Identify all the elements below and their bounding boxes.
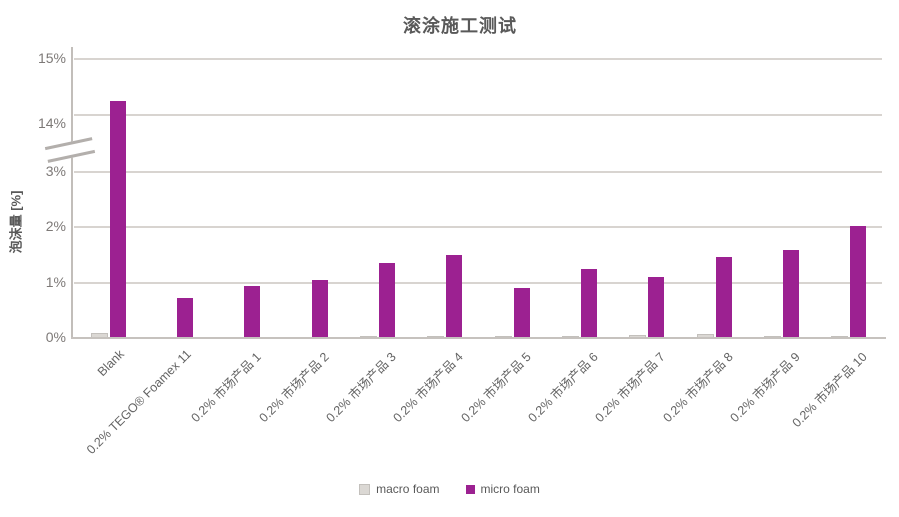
y-tick-label-2%: 2%: [45, 218, 66, 235]
bar-macro-foam: [90, 333, 108, 339]
bar-micro-foam: [581, 268, 597, 338]
y-tick-label-3%: 3%: [45, 163, 66, 180]
gridline-1%: [74, 281, 882, 284]
bar-micro-foam: [379, 263, 395, 338]
x-axis-line: [71, 337, 886, 339]
bar-macro-foam: [696, 334, 714, 339]
bar-micro-foam: [648, 277, 665, 338]
bar-micro-foam: [177, 298, 193, 338]
bar-micro-foam: [244, 285, 261, 338]
bar-micro-foam: [850, 225, 867, 338]
gridline-15%: [74, 58, 882, 60]
legend-label-micro-foam: micro foam: [480, 482, 540, 496]
legend-item-macro-foam: macro foam: [359, 482, 440, 496]
chart-title: 滚涂施工测试: [403, 16, 517, 36]
gridline-14%: [74, 114, 882, 116]
bar-micro-foam: [513, 288, 530, 338]
legend: macro foam micro foam: [0, 482, 899, 496]
bar-micro-foam: [311, 279, 328, 338]
y-tick-label-1%: 1%: [45, 273, 66, 290]
y-tick-label-0%: 0%: [45, 329, 66, 345]
bar-micro-foam: [783, 249, 799, 338]
gridline-2%: [74, 226, 882, 229]
axis-break-mask: [36, 42, 70, 142]
bar-micro-foam: [446, 255, 463, 338]
y-axis-line: [71, 47, 73, 339]
legend-label-macro-foam: macro foam: [376, 482, 440, 496]
macro-foam-swatch-icon: [359, 483, 371, 495]
y-tick-label-15%: 15%: [37, 50, 66, 66]
bar-micro-foam: [109, 101, 126, 338]
y-tick-label-14%: 14%: [37, 115, 66, 131]
micro-foam-swatch-icon: [465, 484, 475, 494]
legend-item-micro-foam: micro foam: [465, 482, 540, 496]
gridline-3%: [74, 171, 882, 174]
bar-micro-foam: [715, 256, 732, 338]
